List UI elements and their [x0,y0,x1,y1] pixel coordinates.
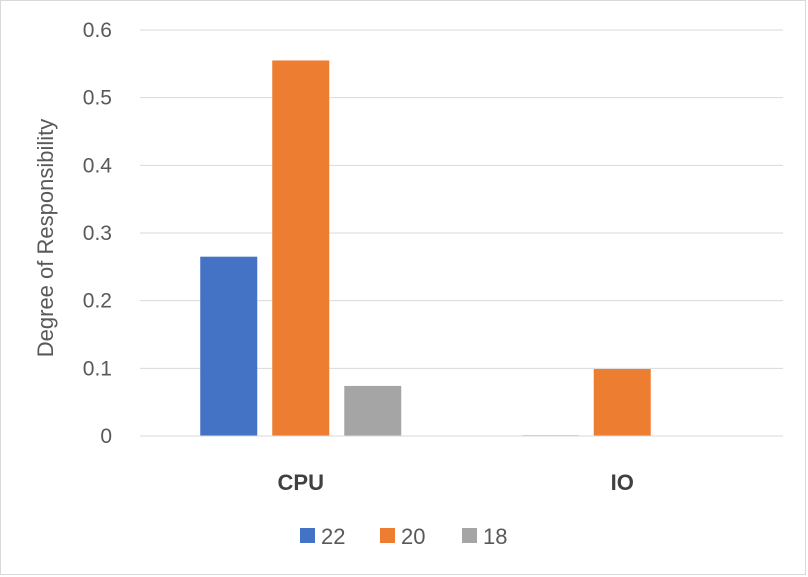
legend-label: 22 [321,524,345,549]
x-tick-label: IO [611,470,634,495]
bar-cpu-18 [344,385,402,436]
y-tick-label: 0.5 [83,87,112,110]
y-tick-label: 0.2 [83,290,112,313]
y-tick-label: 0.1 [83,357,112,380]
legend: 22 20 18 [300,524,507,549]
bar-io-20 [593,369,651,436]
y-tick-label: 0.6 [83,19,112,42]
y-tick-label: 0 [100,425,112,448]
legend-label: 20 [401,524,425,549]
y-tick-label: 0.4 [83,154,113,177]
y-tick-label: 0.3 [83,222,112,245]
bars [200,60,651,436]
y-axis-ticks: 0 0.1 0.2 0.3 0.4 0.5 0.6 [83,19,113,448]
bar-cpu-22 [200,256,258,436]
legend-swatch-20 [380,528,395,543]
legend-swatch-18 [462,528,477,543]
y-axis-title: Degree of Responsibility [33,119,58,357]
x-tick-label: CPU [278,470,324,495]
legend-label: 18 [483,524,507,549]
bar-cpu-20 [272,60,330,436]
legend-swatch-22 [300,528,315,543]
x-axis: CPU IO [140,435,783,495]
